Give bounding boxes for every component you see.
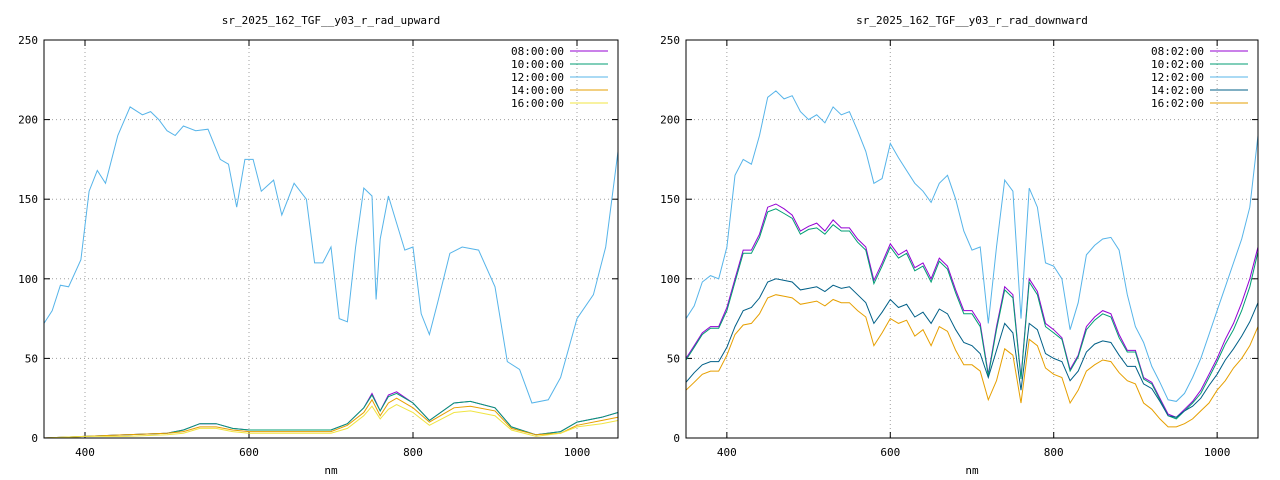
x-axis-label: nm	[324, 464, 338, 477]
series-line-14-00-00	[44, 397, 618, 438]
series-line-12-00-00	[44, 106, 618, 404]
x-tick-label: 400	[75, 446, 95, 459]
y-tick-label: 200	[660, 114, 680, 127]
y-tick-label: 200	[18, 114, 38, 127]
plot-frame	[685, 39, 1259, 439]
y-tick-label: 50	[667, 352, 680, 365]
x-tick-label: 400	[717, 446, 737, 459]
legend-label: 12:00:00	[511, 71, 564, 84]
y-tick-label: 100	[660, 273, 680, 286]
legend-label: 12:02:00	[1151, 71, 1204, 84]
y-tick-label: 50	[25, 352, 38, 365]
chart-panel-2: sr_2025_162_TGF__y03_r_rad_downward 0 50 10…	[660, 14, 1259, 477]
y-tick-label: 150	[18, 193, 38, 206]
y-tick-label: 250	[660, 34, 680, 47]
legend-label: 10:00:00	[511, 58, 564, 71]
x-tick-label: 800	[1044, 446, 1064, 459]
legend-label: 08:00:00	[511, 45, 564, 58]
series-line-08-02-00	[686, 203, 1258, 418]
y-tick-label: 0	[673, 432, 680, 445]
y-tick-label: 250	[18, 34, 38, 47]
x-tick-label: 800	[403, 446, 423, 459]
x-axis-label: nm	[965, 464, 979, 477]
legend-label: 14:02:00	[1151, 84, 1204, 97]
legend-label: 08:02:00	[1151, 45, 1204, 58]
x-tick-label: 600	[239, 446, 259, 459]
y-tick-label: 0	[31, 432, 38, 445]
x-tick-label: 1000	[1204, 446, 1231, 459]
series-line-10-02-00	[686, 208, 1258, 420]
y-tick-label: 100	[18, 273, 38, 286]
legend-label: 10:02:00	[1151, 58, 1204, 71]
legend-label: 16:02:00	[1151, 97, 1204, 110]
legend-label: 16:00:00	[511, 97, 564, 110]
series-line-16-02-00	[686, 294, 1258, 428]
x-tick-label: 1000	[564, 446, 591, 459]
series-line-16-00-00	[44, 404, 618, 438]
series-line-10-00-00	[44, 392, 618, 438]
series-line-14-02-00	[686, 278, 1258, 418]
x-tick-label: 600	[880, 446, 900, 459]
chart-panel-1: sr_2025_162_TGF__y03_r_rad_upward 0 50 100 1…	[18, 14, 619, 477]
legend-label: 14:00:00	[511, 84, 564, 97]
chart-title: sr_2025_162_TGF__y03_r_rad_downward	[856, 14, 1088, 27]
y-tick-label: 150	[660, 193, 680, 206]
plot-frame	[43, 39, 619, 439]
chart-title: sr_2025_162_TGF__y03_r_rad_upward	[222, 14, 441, 27]
series-line-12-02-00	[686, 90, 1258, 402]
